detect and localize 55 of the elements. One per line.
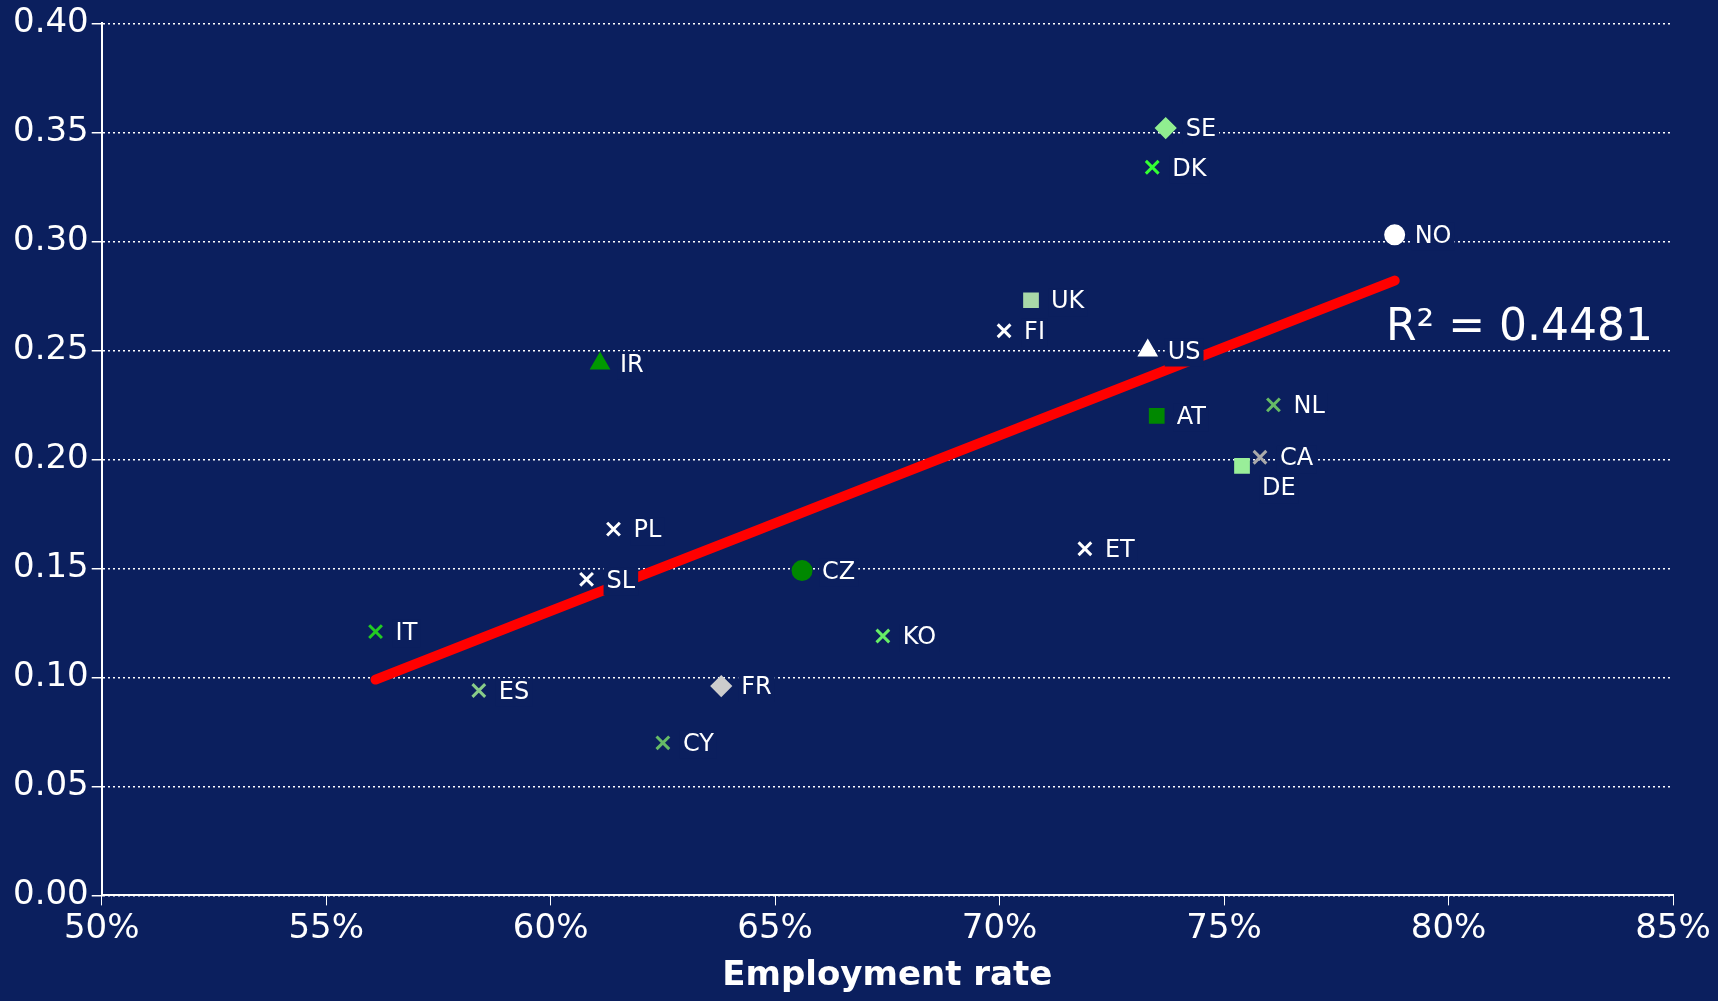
point: [605, 521, 622, 538]
point: [996, 322, 1012, 339]
series-label: ES: [498, 676, 530, 705]
y-tick-label: 0.25: [13, 327, 89, 368]
series-label: NO: [1414, 221, 1452, 250]
series-label: CZ: [822, 556, 856, 585]
point: [470, 682, 487, 699]
series-label: SE: [1185, 114, 1217, 143]
y-tick-label: 0.10: [13, 654, 89, 695]
point: [367, 623, 384, 640]
series-label: KO: [902, 622, 937, 651]
point: [1144, 159, 1161, 176]
series-label: SL: [606, 565, 636, 594]
x-tick-label: 70%: [961, 905, 1038, 946]
series-label: NL: [1293, 391, 1326, 420]
point: [1148, 407, 1165, 424]
y-tick-label: 0.05: [13, 763, 89, 804]
point: [655, 734, 671, 751]
y-tick-label: 0.20: [13, 436, 89, 477]
point: [1077, 540, 1093, 557]
series-label: UK: [1051, 286, 1086, 315]
series-label: CY: [682, 729, 715, 758]
x-tick-label: 75%: [1186, 905, 1262, 946]
series-label: FI: [1024, 317, 1045, 346]
point: [791, 560, 813, 582]
series-label: ET: [1104, 535, 1136, 564]
x-tick-label: 55%: [288, 905, 364, 946]
y-tick-label: 0.40: [13, 0, 89, 41]
point: [578, 571, 595, 588]
point: [1234, 458, 1250, 474]
y-tick-label: 0.35: [13, 109, 89, 150]
y-tick-label: 0.15: [13, 545, 89, 586]
series-label: AT: [1176, 402, 1207, 431]
point: [1155, 117, 1177, 139]
x-axis-title: Employment rate: [722, 953, 1053, 994]
series-label: US: [1167, 336, 1201, 365]
series-label: CA: [1279, 443, 1314, 472]
series-label: IT: [395, 617, 418, 646]
series-label: PL: [633, 515, 662, 544]
series-label: FR: [741, 672, 772, 701]
annotation: R² = 0.4481: [1385, 298, 1653, 350]
x-tick-label: 85%: [1635, 905, 1711, 946]
series-label: DE: [1262, 473, 1296, 502]
x-tick-label: 60%: [512, 905, 589, 946]
series-label: DK: [1172, 153, 1208, 182]
x-tick-label: 65%: [737, 905, 813, 946]
point: [1023, 292, 1039, 309]
y-tick-label: 0.30: [13, 218, 89, 259]
point: [710, 675, 732, 697]
point: [875, 628, 891, 644]
x-tick-label: 80%: [1410, 905, 1487, 946]
point: [1265, 397, 1282, 413]
series-label: IR: [620, 349, 644, 378]
point: [1384, 224, 1406, 246]
point: [1252, 449, 1268, 466]
